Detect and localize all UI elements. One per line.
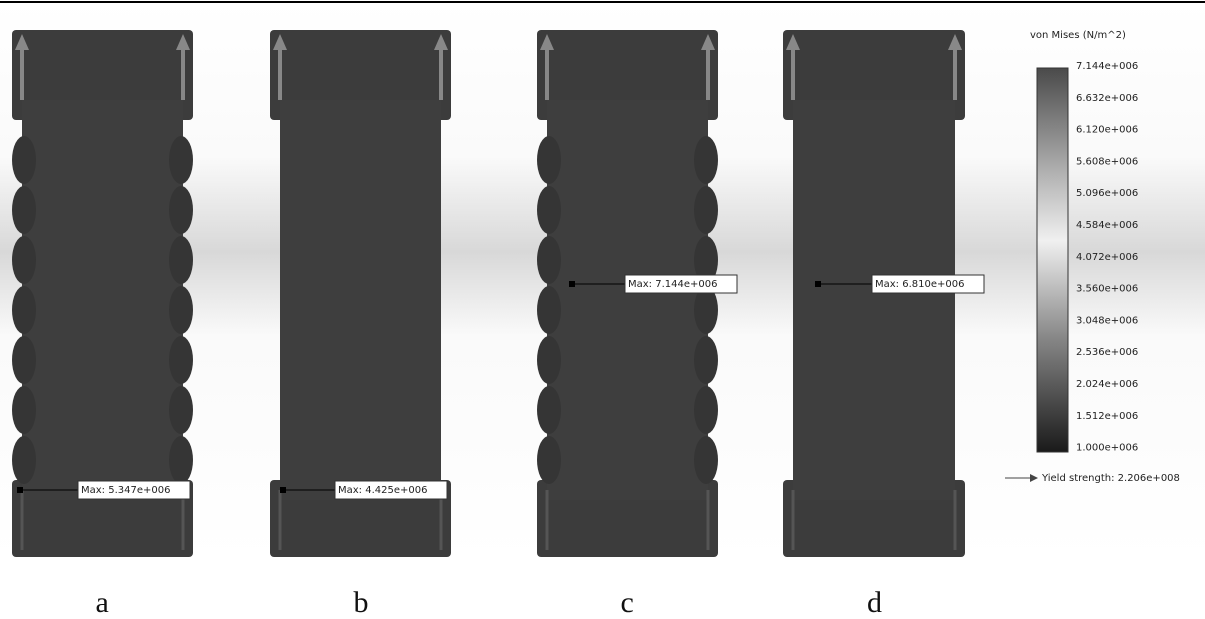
legend-tick: 1.512e+006 — [1076, 411, 1138, 422]
specimen-body — [793, 100, 955, 500]
caption: b — [354, 586, 369, 619]
yield-strength: Yield strength: 2.206e+008 — [1041, 473, 1180, 484]
max-label: Max: 7.144e+006 — [628, 279, 717, 290]
bulge — [537, 136, 561, 184]
legend-tick: 5.608e+006 — [1076, 156, 1138, 167]
legend-tick: 2.536e+006 — [1076, 347, 1138, 358]
bulge — [12, 186, 36, 234]
legend-tick: 5.096e+006 — [1076, 188, 1138, 199]
specimen-body — [280, 100, 441, 500]
caption: c — [621, 586, 634, 619]
legend-tick: 7.144e+006 — [1076, 61, 1138, 72]
specimen-body — [22, 100, 183, 500]
legend-tick: 3.560e+006 — [1076, 284, 1138, 295]
legend-tick: 4.584e+006 — [1076, 220, 1138, 231]
bulge — [12, 336, 36, 384]
bulge — [169, 336, 193, 384]
legend-tick: 6.632e+006 — [1076, 93, 1138, 104]
bulge — [12, 386, 36, 434]
specimen-body — [547, 100, 708, 500]
bulge — [694, 186, 718, 234]
legend-tick: 6.120e+006 — [1076, 125, 1138, 136]
bulge — [12, 136, 36, 184]
bulge — [537, 436, 561, 484]
bulge — [537, 386, 561, 434]
legend-tick: 4.072e+006 — [1076, 252, 1138, 263]
max-label: Max: 4.425e+006 — [338, 485, 427, 496]
max-marker — [815, 281, 821, 287]
bulge — [169, 236, 193, 284]
color-bar — [1037, 68, 1068, 452]
bulge — [12, 236, 36, 284]
max-label: Max: 6.810e+006 — [875, 279, 964, 290]
bulge — [12, 286, 36, 334]
page: von Mises (N/m^2) Yield strength: 2.206e… — [0, 0, 1205, 619]
bulge — [537, 186, 561, 234]
bulge — [169, 386, 193, 434]
bulge — [694, 336, 718, 384]
bulge — [169, 436, 193, 484]
bulge — [694, 436, 718, 484]
max-marker — [280, 487, 286, 493]
caption: a — [96, 586, 109, 619]
legend-tick: 2.024e+006 — [1076, 379, 1138, 390]
bulge — [537, 236, 561, 284]
bulge — [537, 336, 561, 384]
bulge — [12, 436, 36, 484]
max-marker — [17, 487, 23, 493]
bulge — [169, 286, 193, 334]
figure: von Mises (N/m^2) Yield strength: 2.206e… — [0, 0, 1205, 619]
caption: d — [867, 586, 882, 619]
bulge — [694, 386, 718, 434]
bulge — [537, 286, 561, 334]
max-label: Max: 5.347e+006 — [81, 485, 170, 496]
bulge — [169, 186, 193, 234]
legend-title: von Mises (N/m^2) — [1030, 30, 1126, 41]
legend-tick: 3.048e+006 — [1076, 315, 1138, 326]
legend-tick: 1.000e+006 — [1076, 443, 1138, 454]
max-marker — [569, 281, 575, 287]
bulge — [169, 136, 193, 184]
bulge — [694, 136, 718, 184]
